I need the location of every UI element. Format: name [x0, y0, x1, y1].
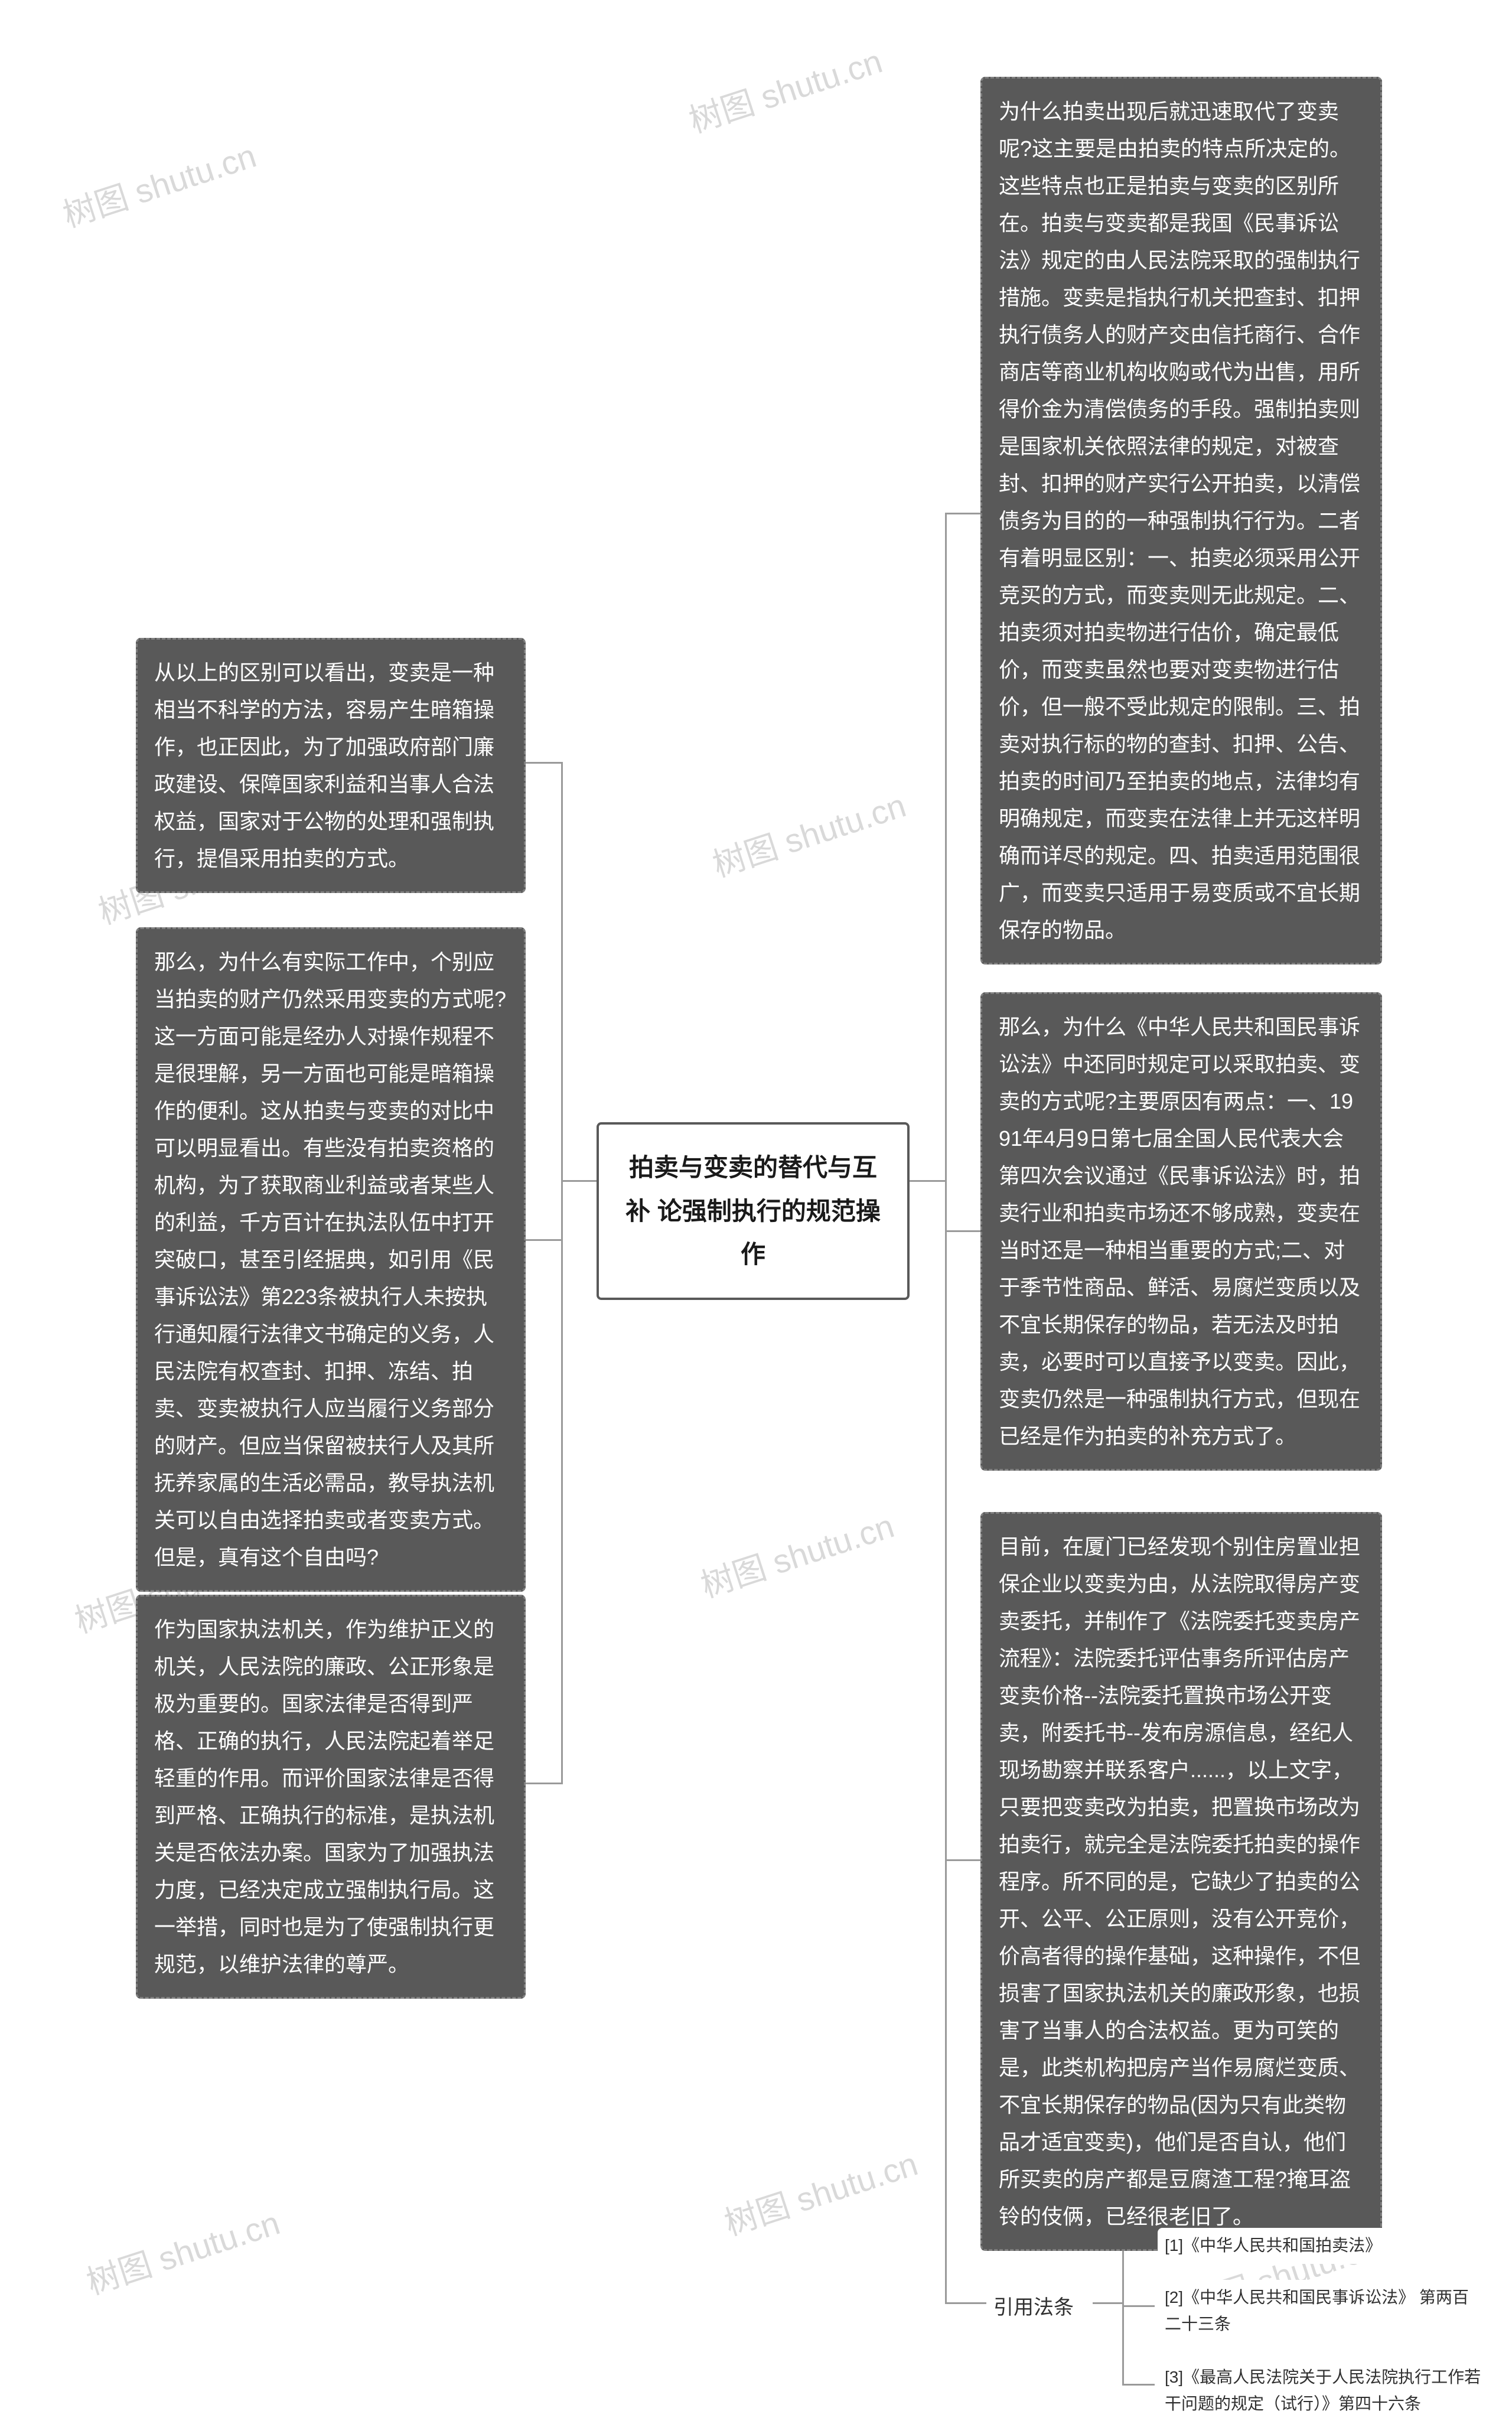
center-topic: 拍卖与变卖的替代与互补 论强制执行的规范操作	[597, 1122, 910, 1300]
left-node-3: 作为国家执法机关，作为维护正义的机关，人民法院的廉政、公正形象是极为重要的。国家…	[136, 1595, 526, 1999]
connector	[526, 1783, 561, 1784]
connector	[1122, 2384, 1155, 2386]
right-node-1: 为什么拍卖出现后就迅速取代了变卖呢?这主要是由拍卖的特点所决定的。这些特点也正是…	[980, 77, 1382, 965]
connector	[526, 762, 561, 764]
connector	[561, 1180, 597, 1182]
watermark: 树图 shutu.cn	[706, 779, 911, 887]
connector	[526, 1239, 561, 1241]
right-node-2: 那么，为什么《中华人民共和国民事诉讼法》中还同时规定可以采取拍卖、变卖的方式呢?…	[980, 992, 1382, 1471]
watermark: 树图 shutu.cn	[718, 2137, 923, 2245]
right-node-3: 目前，在厦门已经发现个别住房置业担保企业以变卖为由，从法院取得房产变卖委托，并制…	[980, 1512, 1382, 2251]
law-ref-2: [2]《中华人民共和国民事诉讼法》 第两百二十三条	[1158, 2280, 1477, 2342]
connector	[945, 513, 947, 2303]
law-label: 引用法条	[986, 2286, 1093, 2331]
connector	[1122, 2241, 1124, 2385]
connector	[945, 1859, 980, 1861]
watermark: 树图 shutu.cn	[682, 35, 888, 142]
left-node-2: 那么，为什么有实际工作中，个别应当拍卖的财产仍然采用变卖的方式呢?这一方面可能是…	[136, 927, 526, 1592]
law-ref-3: [3]《最高人民法院关于人民法院执行工作若干问题的规定（试行）》第四十六条	[1158, 2360, 1488, 2421]
connector	[945, 513, 980, 514]
watermark: 树图 shutu.cn	[694, 1500, 900, 1607]
connector	[910, 1180, 945, 1182]
left-node-1: 从以上的区别可以看出，变卖是一种相当不科学的方法，容易产生暗箱操作，也正因此，为…	[136, 638, 526, 893]
connector	[945, 2302, 986, 2304]
connector	[561, 762, 563, 1784]
connector	[1093, 2302, 1122, 2304]
law-ref-1: [1]《中华人民共和国拍卖法》	[1158, 2228, 1441, 2264]
connector	[1122, 2305, 1155, 2307]
watermark: 树图 shutu.cn	[56, 129, 262, 237]
watermark: 树图 shutu.cn	[80, 2197, 285, 2304]
connector	[945, 1230, 980, 1232]
